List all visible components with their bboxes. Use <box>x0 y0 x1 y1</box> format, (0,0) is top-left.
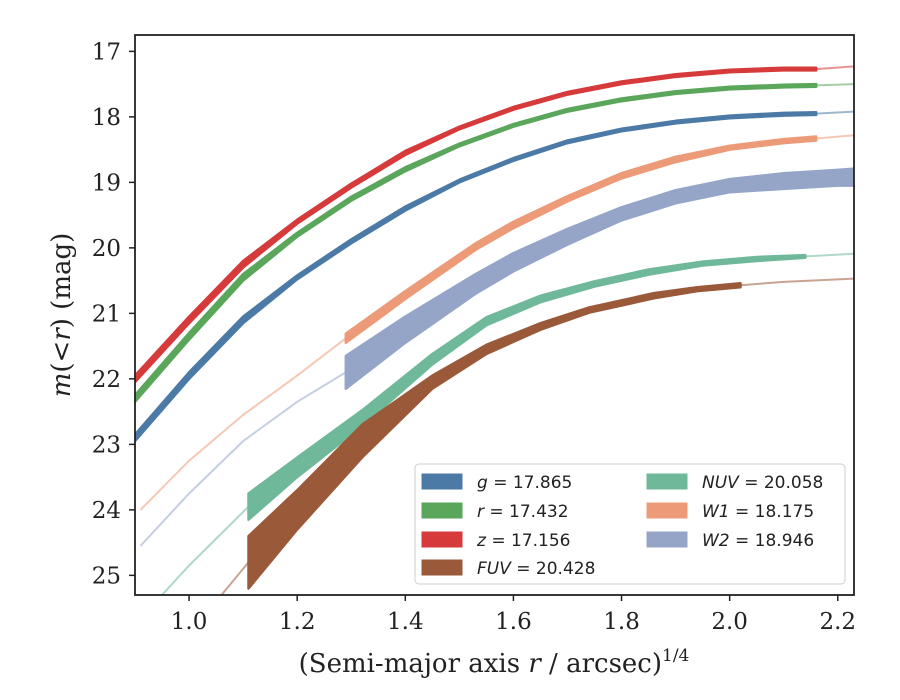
plot-frame <box>134 34 855 596</box>
legend-item-g: g = 17.865 <box>421 473 572 493</box>
legend-item-NUV: NUV = 20.058 <box>646 473 823 493</box>
y-tick-label: 25 <box>92 563 121 589</box>
y-axis-title: m(<r) (mag) <box>47 233 77 398</box>
legend-swatch-NUV <box>646 473 688 490</box>
series-layer <box>135 65 854 595</box>
legend-item-W2: W2 = 18.946 <box>646 531 814 551</box>
x-tick-label: 1.4 <box>387 609 424 635</box>
x-tick-label: 2.0 <box>711 609 748 635</box>
series-NUV-band <box>247 253 807 521</box>
series-r-band <box>135 82 818 404</box>
y-tick-label: 23 <box>92 432 121 458</box>
y-axis: 17 18 19 20 21 22 23 24 25 <box>92 39 135 589</box>
series-FUV <box>220 277 854 595</box>
y-tick-label: 21 <box>92 301 121 327</box>
series-W1 <box>139 134 854 511</box>
legend-swatch-r <box>421 502 463 519</box>
y-tick-label: 19 <box>92 170 121 196</box>
y-tick-label: 17 <box>92 39 121 65</box>
legend-label-W1: W1 = 18.175 <box>702 502 814 522</box>
series-g-band <box>135 111 818 443</box>
x-tick-label: 1.6 <box>495 609 532 635</box>
y-tick-label: 24 <box>92 498 121 524</box>
legend-swatch-z <box>421 531 463 548</box>
x-tick-label: 1.0 <box>171 609 208 635</box>
x-tick-label: 2.2 <box>819 609 856 635</box>
legend-item-FUV: FUV = 20.428 <box>421 559 595 579</box>
y-tick-label: 18 <box>92 105 121 131</box>
y-tick-label: 22 <box>92 367 121 393</box>
legend-swatch-g <box>421 473 463 490</box>
series-FUV-band <box>247 281 742 590</box>
x-tick-label: 1.8 <box>603 609 640 635</box>
series-z-band <box>135 66 818 384</box>
y-tick-label: 20 <box>92 236 121 262</box>
legend-item-z: z = 17.156 <box>421 531 570 551</box>
x-axis: 1.0 1.2 1.4 1.6 1.8 2.0 2.2 <box>171 595 856 635</box>
legend-label-z: z = 17.156 <box>476 531 570 551</box>
series-W2 <box>139 167 854 547</box>
x-axis-title: (Semi-major axis r / arcsec)1/4 <box>299 646 690 679</box>
legend-label-r: r = 17.432 <box>477 502 569 522</box>
series-r <box>135 82 854 404</box>
series-g <box>135 110 854 443</box>
series-z <box>135 65 854 384</box>
series-NUV <box>160 252 854 595</box>
legend-item-r: r = 17.432 <box>421 502 569 522</box>
legend-label-FUV: FUV = 20.428 <box>477 559 595 579</box>
legend-box <box>414 463 846 585</box>
x-tick-label: 1.2 <box>279 609 316 635</box>
legend-label-NUV: NUV = 20.058 <box>702 473 823 493</box>
legend-label-W2: W2 = 18.946 <box>702 531 814 551</box>
legend-swatch-W2 <box>646 531 688 548</box>
legend-swatch-W1 <box>646 502 688 519</box>
series-W1-band <box>344 135 818 345</box>
legend-swatch-FUV <box>421 559 463 576</box>
series-W2-band <box>344 167 854 390</box>
legend-label-g: g = 17.865 <box>477 473 572 493</box>
legend-item-W1: W1 = 18.175 <box>646 502 814 522</box>
legend: g = 17.865 r = 17.432 z = 17.156 FUV = 20.4… <box>414 463 846 585</box>
